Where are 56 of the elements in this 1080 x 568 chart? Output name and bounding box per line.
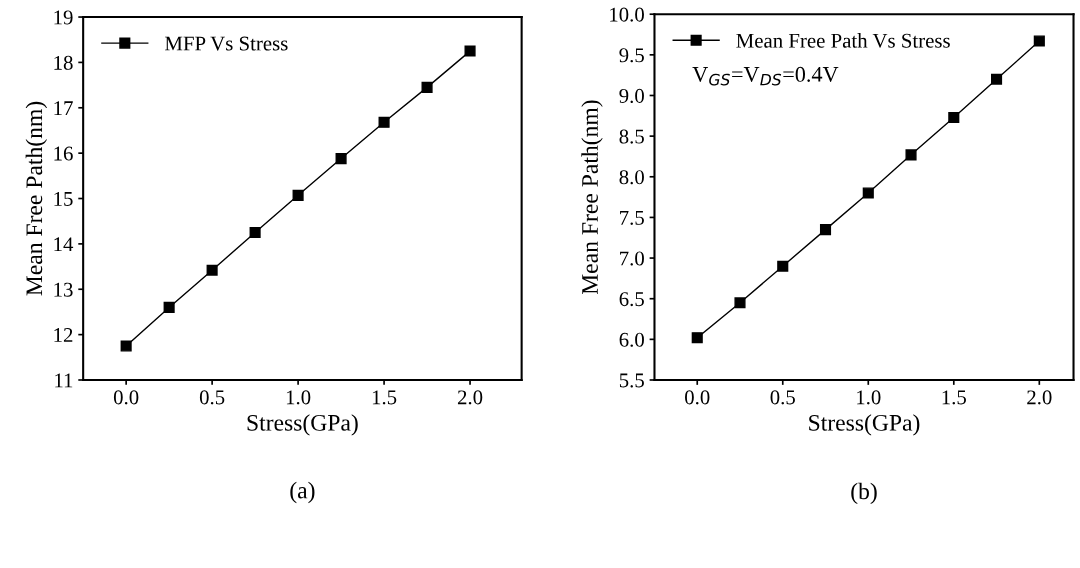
legend-label: Mean Free Path Vs Stress xyxy=(736,33,950,48)
y-axis-title: Mean Free Path(nm) xyxy=(581,100,603,295)
point xyxy=(777,260,789,272)
x-tick-label: 1.5 xyxy=(942,390,966,405)
y-tick-label: 16 xyxy=(54,146,73,161)
y-tick-label: 15 xyxy=(54,191,73,206)
x-tick-label: 1.5 xyxy=(372,390,397,405)
x-tick-label: 0.5 xyxy=(770,390,795,405)
point xyxy=(421,81,433,93)
point xyxy=(206,264,218,276)
y-tick-label: 19 xyxy=(54,10,73,25)
y-tick-label: 9.5 xyxy=(619,48,644,63)
y-tick-label: 13 xyxy=(54,282,73,297)
y-tick-label: 17 xyxy=(54,101,73,116)
point xyxy=(819,224,832,236)
y-tick-label: 7.0 xyxy=(620,251,644,266)
x-tick-label: 1.0 xyxy=(286,390,311,405)
x-axis-title: Stress(GPa) xyxy=(809,414,920,436)
point xyxy=(734,297,746,309)
x-tick-label: 2.0 xyxy=(457,390,483,405)
y-tick-label: 8.0 xyxy=(619,170,644,185)
point xyxy=(905,149,917,161)
y-tick-label: 11 xyxy=(55,373,73,388)
y-tick-label: 6.5 xyxy=(619,292,644,307)
point xyxy=(335,153,347,165)
x-tick-label: 0.0 xyxy=(113,390,139,405)
x-tick-label: 1.0 xyxy=(857,390,881,405)
y-tick-label: 14 xyxy=(54,237,74,252)
y-tick-label: 12 xyxy=(54,328,73,342)
y-tick-label: 6.0 xyxy=(619,332,644,347)
annotation: V$_{GS}$=V$_{DS}$=0.4V xyxy=(692,66,839,86)
point xyxy=(292,189,304,201)
x-tick-label: 2.0 xyxy=(1027,390,1052,405)
point xyxy=(249,226,261,239)
point xyxy=(120,340,132,352)
point xyxy=(163,301,175,313)
x-axis-title: Stress(GPa) xyxy=(247,414,358,436)
point xyxy=(464,45,476,57)
y-tick-label: 10.0 xyxy=(610,7,644,22)
x-tick-label: 0.5 xyxy=(199,390,225,405)
y-tick-label: 18 xyxy=(54,55,73,70)
y-tick-label: 7.5 xyxy=(620,211,644,225)
y-tick-label: 8.5 xyxy=(619,129,644,144)
point xyxy=(378,116,390,128)
text: (a) xyxy=(290,481,315,504)
y-axis-title: Mean Free Path(nm) xyxy=(25,101,48,296)
point xyxy=(948,111,960,123)
point xyxy=(990,73,1003,85)
point xyxy=(1033,35,1045,47)
y-tick-label: 5.5 xyxy=(619,373,644,388)
legend-label: MFP Vs Stress xyxy=(165,36,288,51)
point xyxy=(862,187,874,199)
point xyxy=(691,332,703,344)
text: (b) xyxy=(851,482,877,505)
y-tick-label: 9.0 xyxy=(619,88,644,104)
x-tick-label: 0.0 xyxy=(685,390,710,405)
